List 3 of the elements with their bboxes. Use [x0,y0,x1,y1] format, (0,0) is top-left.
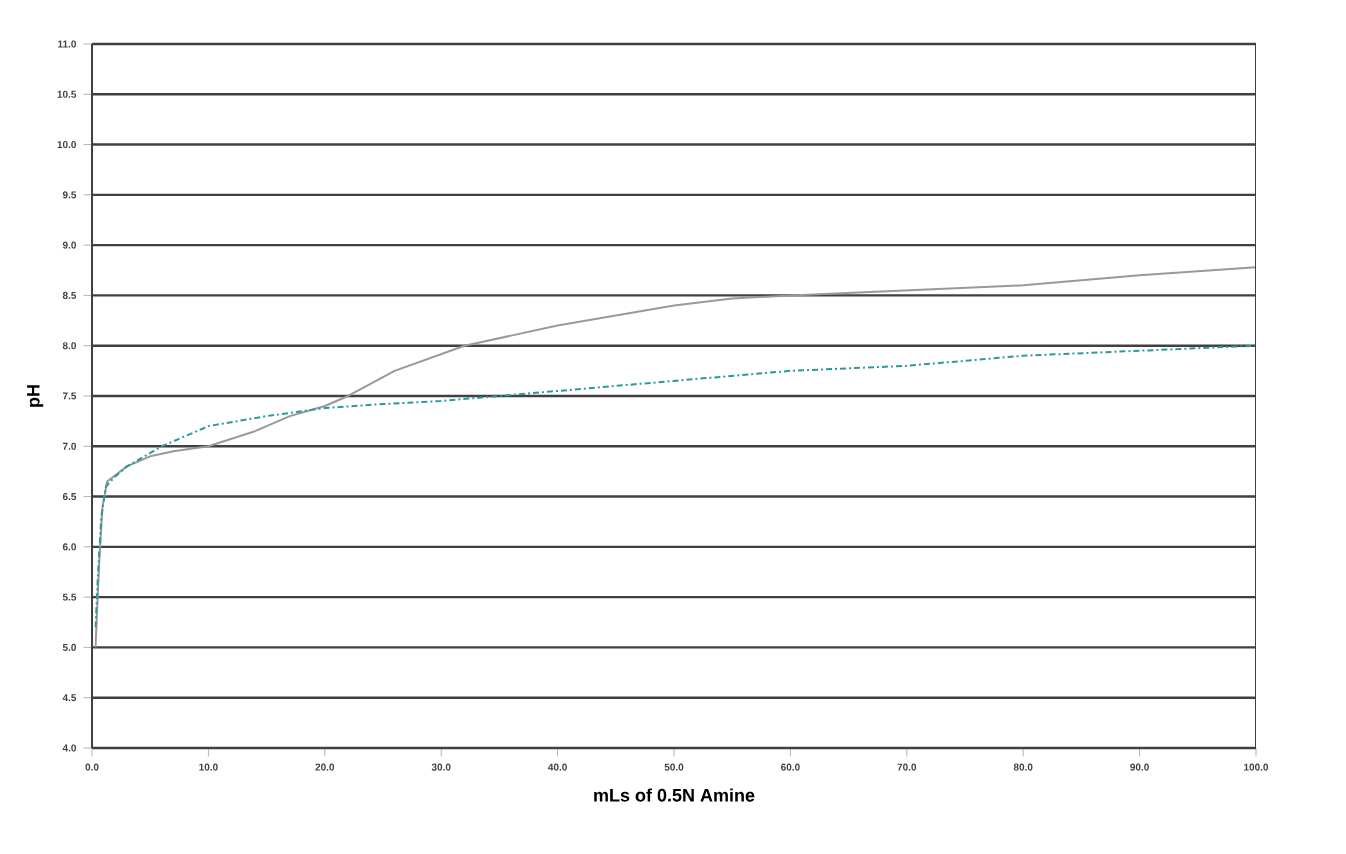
x-axis-title: mLs of 0.5N Amine [594,788,755,802]
y-axis-title: pH [27,385,44,407]
line-series [94,344,1256,629]
